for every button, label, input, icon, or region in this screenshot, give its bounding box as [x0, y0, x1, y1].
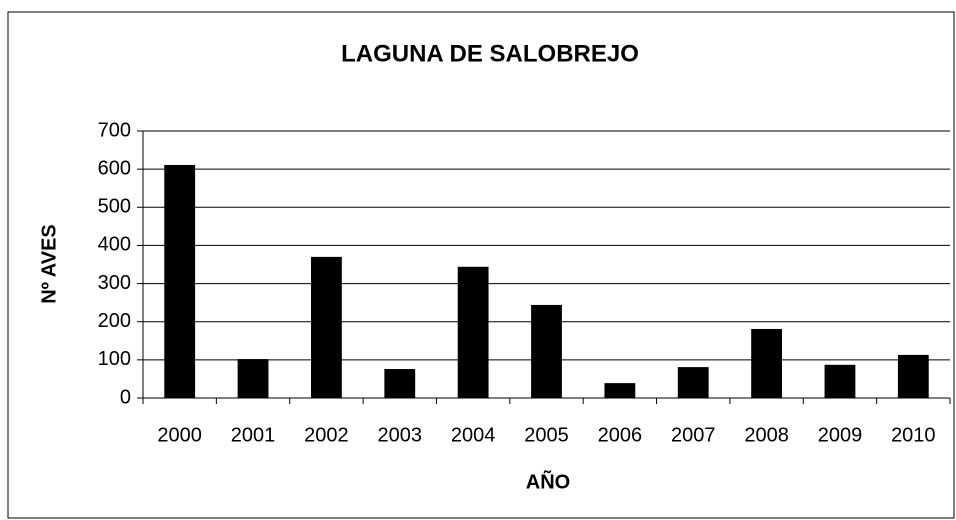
bar: [604, 383, 636, 398]
bar: [164, 164, 196, 398]
y-tick-label: 300: [98, 272, 131, 294]
bar: [457, 266, 489, 398]
x-tick-label: 2007: [671, 424, 716, 446]
chart-title: LAGUNA DE SALOBREJO: [341, 40, 639, 67]
x-tick-label: 2009: [818, 424, 863, 446]
y-tick-label: 100: [98, 348, 131, 370]
y-axis-label: Nº AVES: [38, 224, 60, 304]
bar: [531, 304, 562, 398]
bar: [384, 369, 416, 398]
x-tick-label: 2002: [304, 424, 349, 446]
x-tick-label: 2000: [157, 424, 202, 446]
x-tick-label: 2001: [231, 424, 276, 446]
x-tick-label: 2008: [744, 424, 789, 446]
bar: [677, 367, 709, 398]
x-tick-label: 2010: [891, 424, 936, 446]
bar: [311, 256, 342, 398]
x-tick-label: 2006: [598, 424, 643, 446]
bar: [824, 364, 856, 398]
x-tick-label: 2005: [524, 424, 569, 446]
y-tick-label: 500: [98, 196, 131, 218]
bar: [897, 354, 929, 398]
y-tick-label: 0: [120, 386, 131, 408]
x-axis-label: AÑO: [526, 470, 570, 493]
y-tick-label: 200: [98, 310, 131, 332]
x-tick-label: 2004: [451, 424, 496, 446]
y-tick-label: 600: [98, 157, 131, 179]
bar: [751, 328, 782, 398]
bar: [237, 359, 269, 398]
y-tick-label: 700: [98, 119, 131, 141]
x-tick-label: 2003: [378, 424, 423, 446]
y-tick-label: 400: [98, 234, 131, 256]
